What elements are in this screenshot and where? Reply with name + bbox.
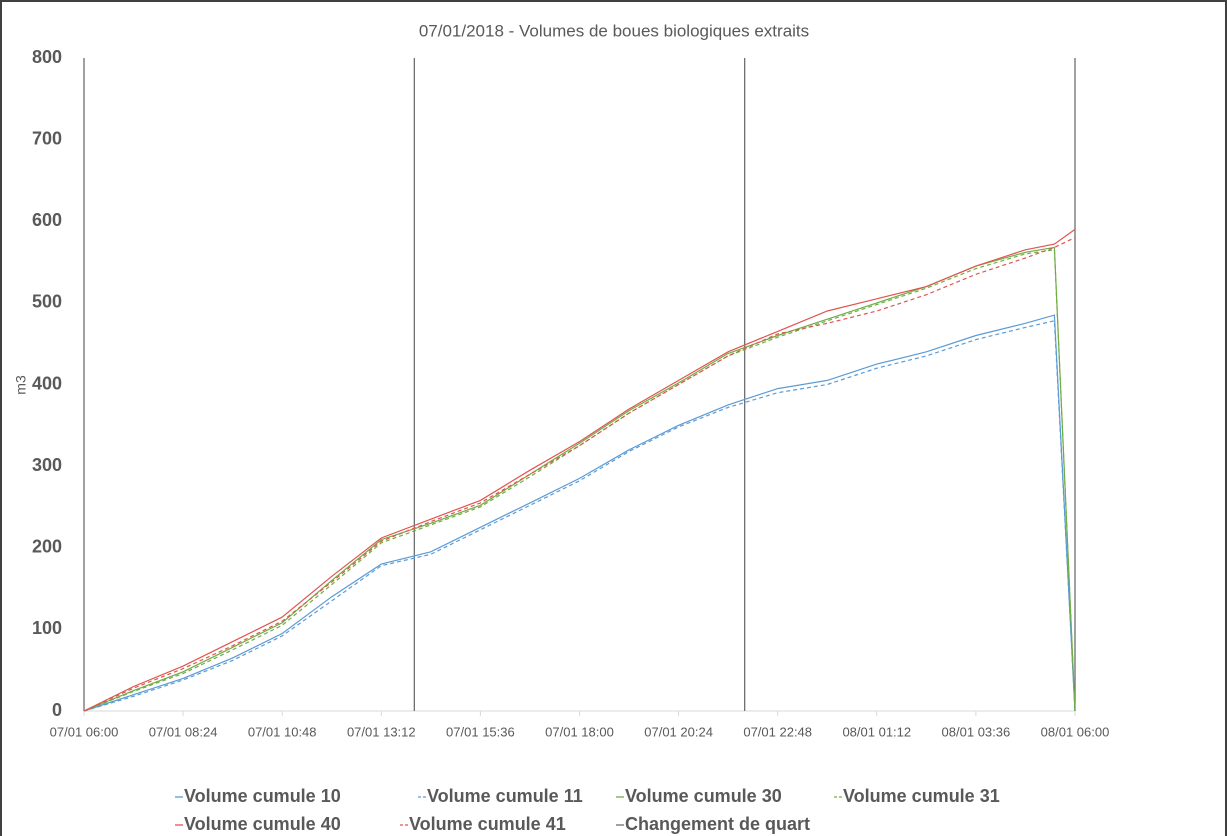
y-tick-label: 200 <box>32 537 62 557</box>
series-line <box>83 320 1076 712</box>
x-tick-label: 07/01 10:48 <box>248 724 317 739</box>
y-tick-label: 600 <box>32 210 62 230</box>
x-tick-label: 07/01 13:12 <box>347 724 416 739</box>
x-tick-label: 07/01 20:24 <box>644 724 713 739</box>
series-line <box>83 228 1076 712</box>
y-tick-label: 400 <box>32 373 62 393</box>
x-tick-label: 07/01 18:00 <box>545 724 614 739</box>
y-tick-label: 0 <box>52 700 62 720</box>
x-tick-label: 07/01 06:00 <box>50 724 119 739</box>
x-tick-label: 08/01 06:00 <box>1041 724 1110 739</box>
x-tick-label: 07/01 22:48 <box>743 724 812 739</box>
y-tick-label: 800 <box>32 47 62 67</box>
x-tick-label: 08/01 03:36 <box>942 724 1011 739</box>
legend-label: Volume cumule 30 <box>625 786 782 806</box>
y-tick-label: 100 <box>32 618 62 638</box>
series-line <box>83 237 1076 712</box>
chart-title: 07/01/2018 - Volumes de boues biologique… <box>419 21 809 40</box>
legend-label: Volume cumule 31 <box>843 786 1000 806</box>
y-tick-label: 700 <box>32 128 62 148</box>
series-line <box>83 314 1076 712</box>
y-tick-label: 300 <box>32 455 62 475</box>
legend-label: Volume cumule 11 <box>427 786 583 806</box>
x-tick-label: 07/01 08:24 <box>149 724 218 739</box>
x-tick-label: 07/01 15:36 <box>446 724 515 739</box>
legend-label: Volume cumule 41 <box>409 814 566 834</box>
y-tick-label: 500 <box>32 292 62 312</box>
legend-label: Volume cumule 10 <box>184 786 341 806</box>
legend-label: Volume cumule 40 <box>184 814 341 834</box>
x-tick-label: 08/01 01:12 <box>842 724 911 739</box>
y-axis-label: m3 <box>13 375 29 395</box>
legend-label: Changement de quart <box>625 814 810 834</box>
